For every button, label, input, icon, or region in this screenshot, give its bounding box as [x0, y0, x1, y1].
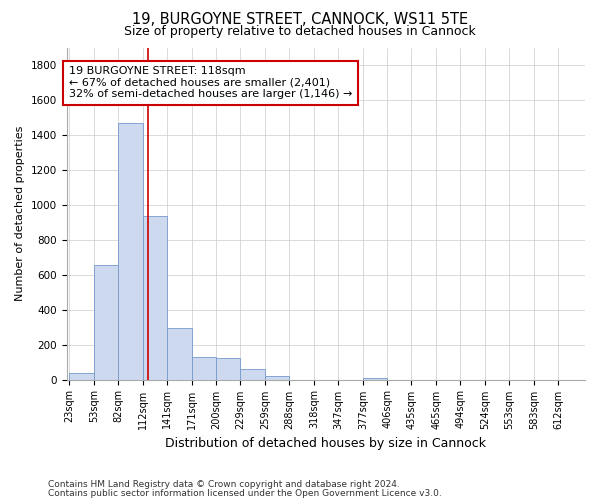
- Bar: [143, 216, 167, 380]
- Bar: [118, 122, 143, 380]
- Text: 19 BURGOYNE STREET: 118sqm
← 67% of detached houses are smaller (2,401)
32% of s: 19 BURGOYNE STREET: 118sqm ← 67% of deta…: [69, 66, 352, 100]
- Bar: [265, 376, 289, 380]
- X-axis label: Distribution of detached houses by size in Cannock: Distribution of detached houses by size …: [165, 437, 486, 450]
- Text: Contains public sector information licensed under the Open Government Licence v3: Contains public sector information licen…: [48, 488, 442, 498]
- Bar: [167, 328, 192, 380]
- Text: Size of property relative to detached houses in Cannock: Size of property relative to detached ho…: [124, 25, 476, 38]
- Bar: [216, 358, 240, 380]
- Bar: [363, 378, 387, 380]
- Bar: [94, 266, 118, 380]
- Text: 19, BURGOYNE STREET, CANNOCK, WS11 5TE: 19, BURGOYNE STREET, CANNOCK, WS11 5TE: [132, 12, 468, 28]
- Bar: [69, 373, 94, 380]
- Bar: [192, 357, 216, 380]
- Y-axis label: Number of detached properties: Number of detached properties: [15, 126, 25, 301]
- Bar: [240, 368, 265, 380]
- Text: Contains HM Land Registry data © Crown copyright and database right 2024.: Contains HM Land Registry data © Crown c…: [48, 480, 400, 489]
